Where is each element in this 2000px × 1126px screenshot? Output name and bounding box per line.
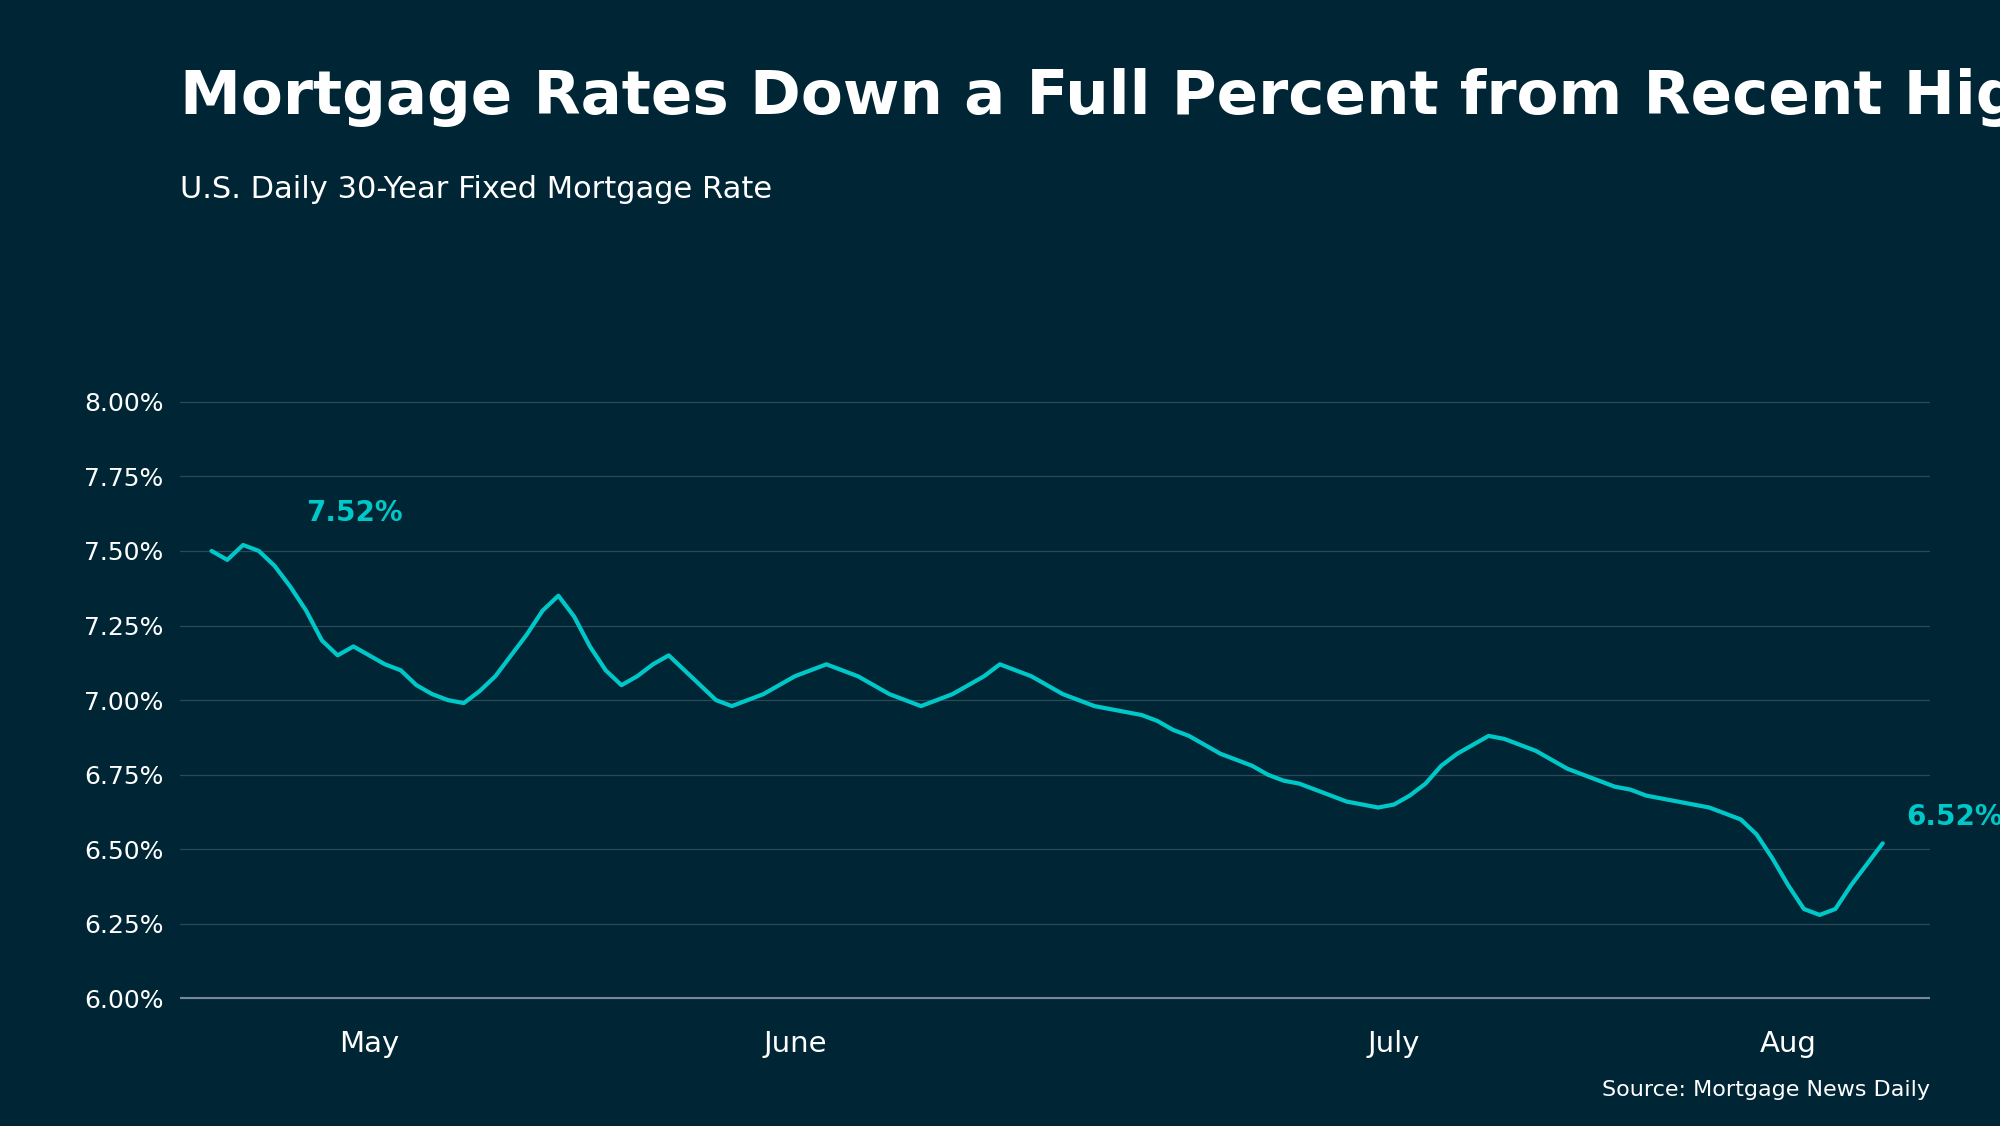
Text: 6.52%: 6.52% (1906, 803, 2000, 831)
Text: U.S. Daily 30-Year Fixed Mortgage Rate: U.S. Daily 30-Year Fixed Mortgage Rate (180, 175, 772, 204)
Text: Source: Mortgage News Daily: Source: Mortgage News Daily (1602, 1080, 1930, 1099)
Text: 7.52%: 7.52% (306, 499, 402, 527)
Text: Mortgage Rates Down a Full Percent from Recent High: Mortgage Rates Down a Full Percent from … (180, 68, 2000, 126)
